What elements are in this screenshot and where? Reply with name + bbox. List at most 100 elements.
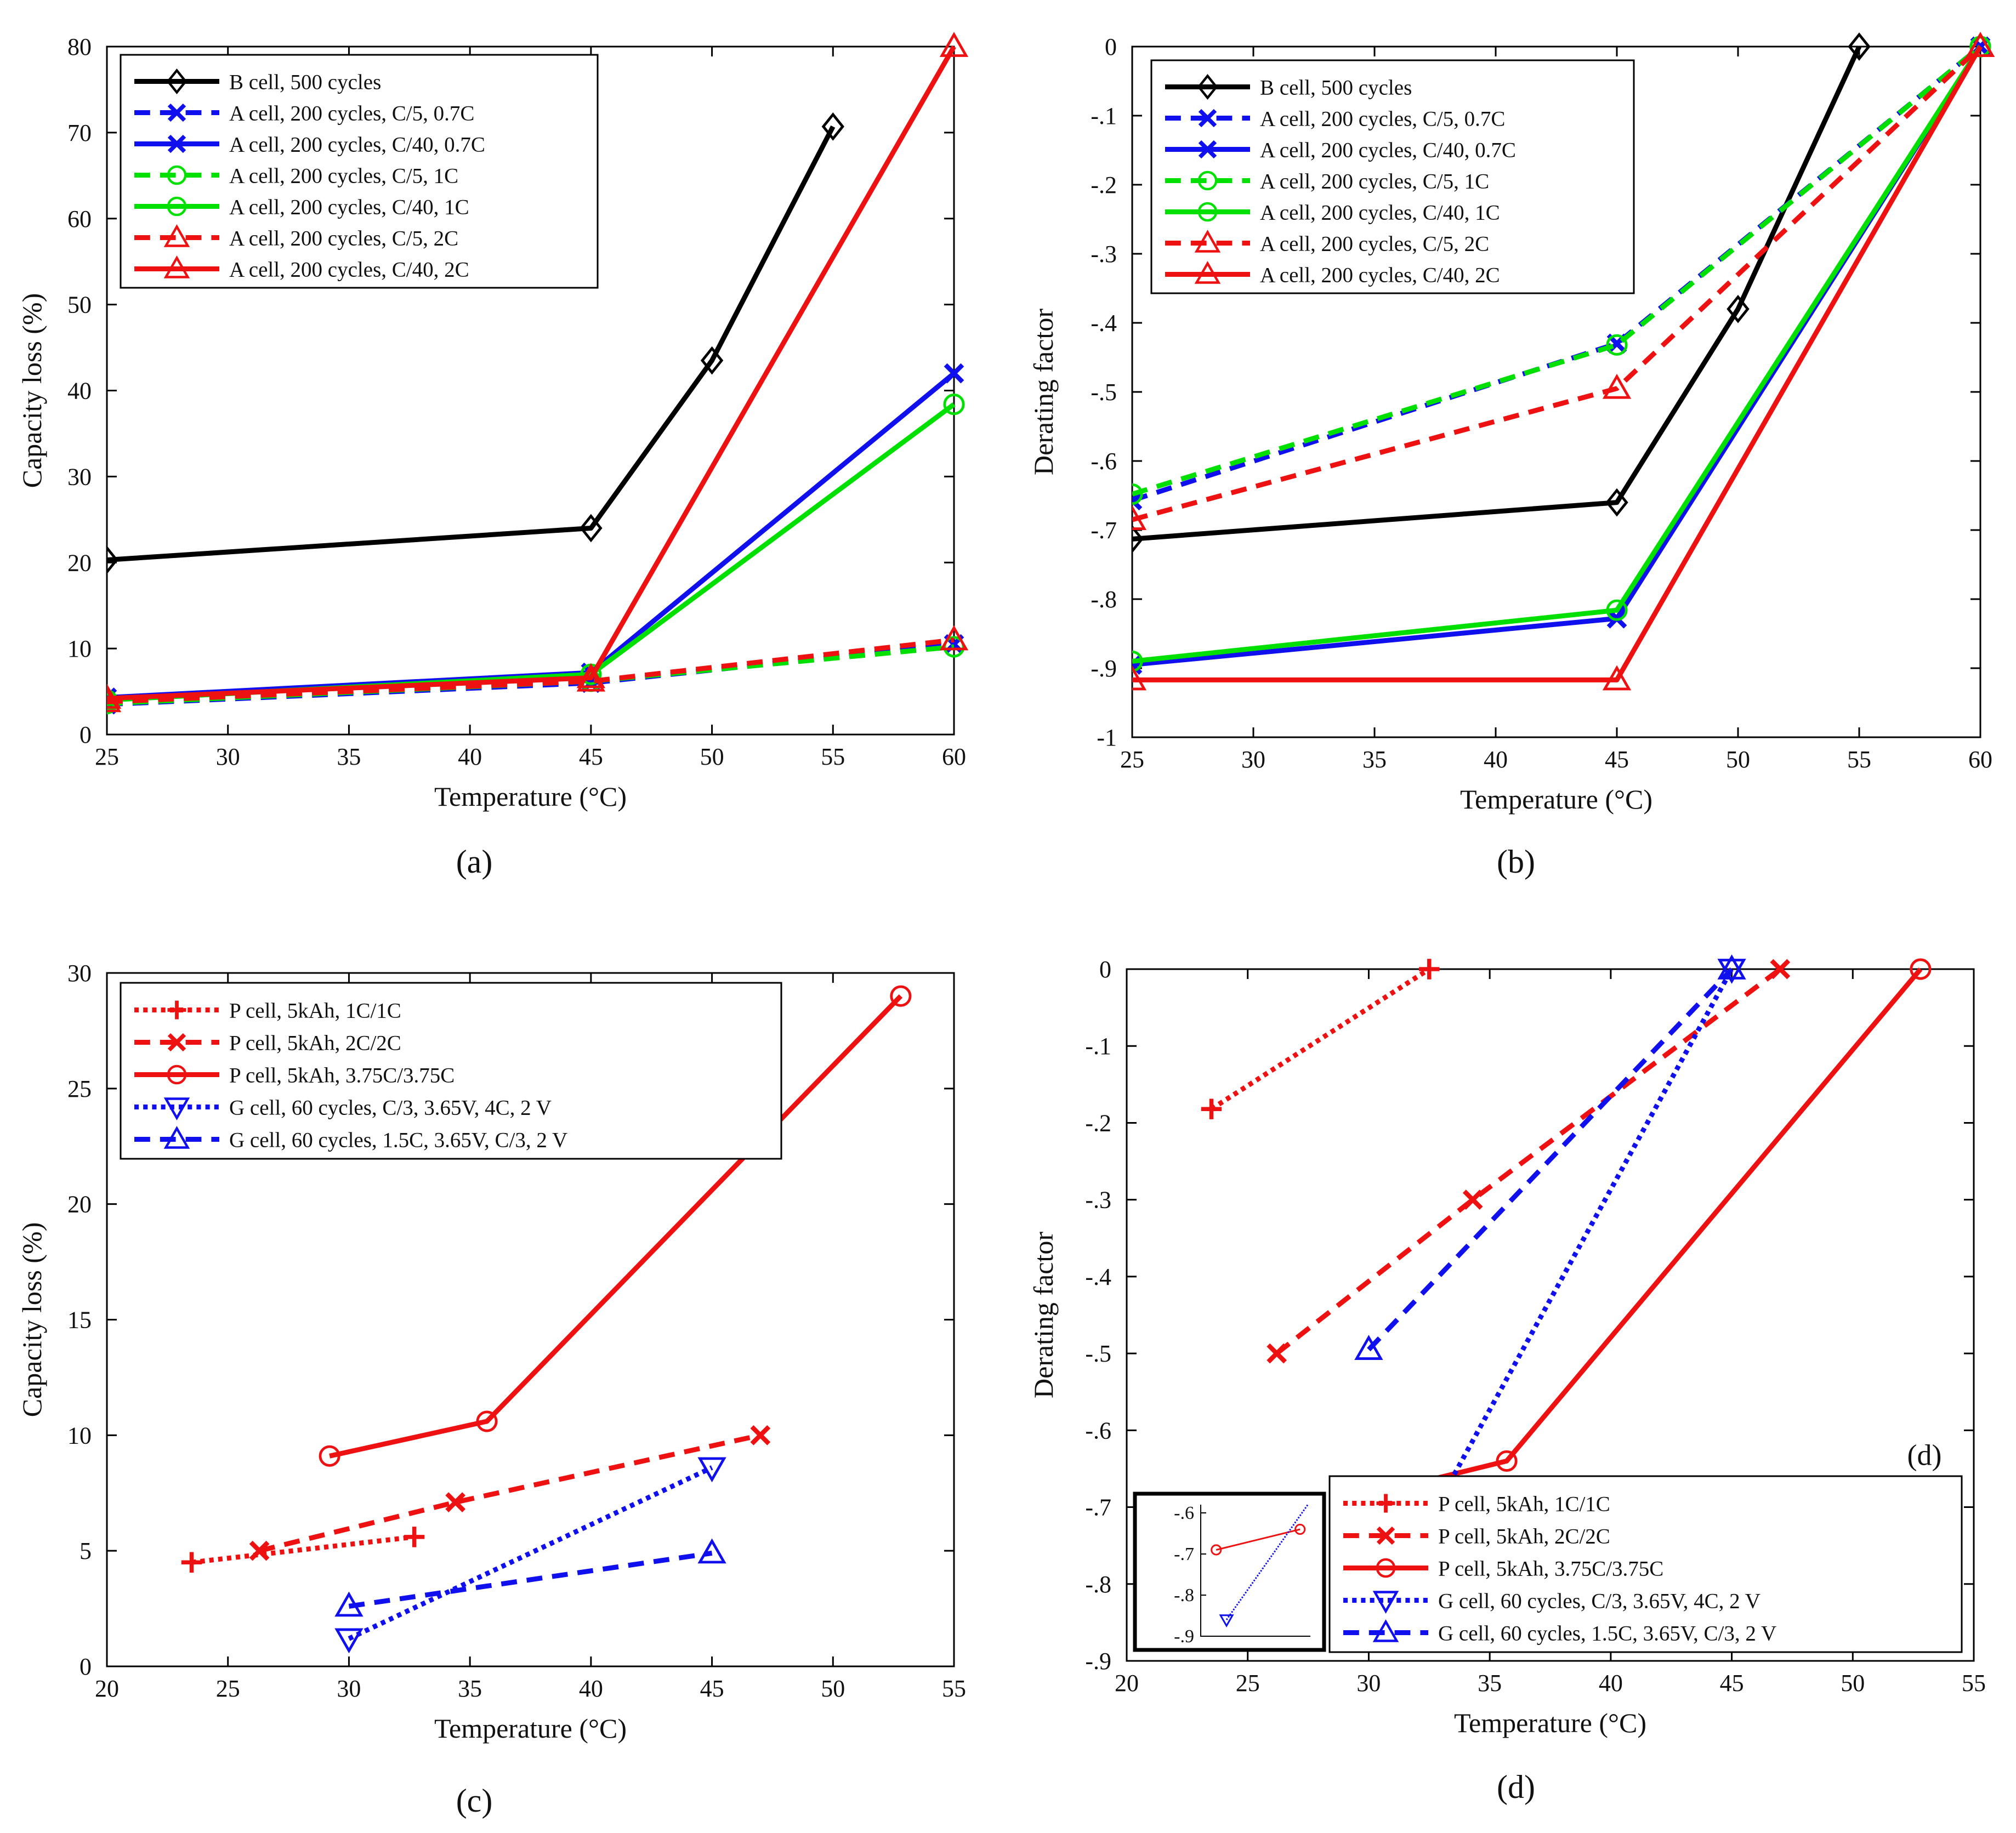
- plot-area: [1126, 968, 1975, 1662]
- series-group: [107, 32, 969, 715]
- data-point-marker: [1496, 1450, 1518, 1472]
- data-point-marker: [1910, 958, 1932, 980]
- x-tick-label: 50: [821, 1675, 845, 1702]
- legend-label: P cell, 5kAh, 1C/1C: [229, 999, 401, 1023]
- legend-marker: [1372, 1619, 1399, 1642]
- legend-label: B cell, 500 cycles: [229, 71, 381, 94]
- legend-marker: [1198, 109, 1217, 128]
- legend-label: A cell, 200 cycles, C/5, 0.7C: [229, 102, 474, 126]
- data-point-marker: [1717, 954, 1746, 980]
- legend-marker: [167, 1064, 187, 1085]
- x-tick-label: 25: [95, 743, 119, 770]
- y-tick-label: -.6: [1085, 1417, 1111, 1444]
- legend-marker: [167, 1000, 186, 1020]
- data-point-marker: [319, 1445, 340, 1467]
- inset-y-tick-label: -.9: [1174, 1626, 1194, 1647]
- y-tick-label: 20: [67, 1191, 92, 1218]
- legend-marker: [163, 255, 190, 278]
- data-point-marker: [1354, 1335, 1383, 1360]
- inset-frame: [1133, 1492, 1326, 1652]
- legend-label: G cell, 60 cycles, 1.5C, 3.65V, C/3, 2 V: [229, 1129, 567, 1152]
- series-line-3: [107, 371, 956, 701]
- y-tick-label: 15: [67, 1307, 92, 1334]
- legend-label: P cell, 5kAh, 3.75C/3.75C: [1438, 1557, 1663, 1581]
- x-tick-label: 50: [1841, 1670, 1865, 1697]
- x-tick-label: 45: [1720, 1670, 1744, 1697]
- data-point-marker: [750, 1425, 771, 1445]
- x-tick-label: 60: [1968, 746, 1992, 773]
- legend-label: A cell, 200 cycles, C/5, 2C: [1260, 232, 1489, 256]
- data-point-marker: [107, 545, 118, 574]
- y-tick-label: 30: [67, 463, 92, 490]
- legend-marker: [1376, 1558, 1396, 1578]
- data-point-marker: [1132, 525, 1144, 554]
- x-axis-label: Temperature (°C): [1454, 1707, 1646, 1738]
- x-tick-label: 35: [337, 743, 361, 770]
- legend-label: P cell, 5kAh, 2C/2C: [1438, 1525, 1610, 1549]
- legend-label: P cell, 5kAh, 2C/2C: [229, 1032, 401, 1055]
- legend-label: A cell, 200 cycles, C/5, 1C: [229, 164, 458, 188]
- data-point-marker: [939, 32, 969, 57]
- y-axis-label: Capacity loss (%): [16, 293, 47, 488]
- legend-marker: [167, 165, 187, 185]
- panel-caption: (d): [1497, 1769, 1535, 1805]
- chart-panel-b: 25 30 35 40 45 50 55 60 -1 -.9 -.8 -.7 -.6 -.5 -.4 -.3 -…: [1028, 32, 1995, 880]
- legend: P cell, 5kAh, 1C/1C P cell, 5kAh, 2C/2C P …: [1328, 1475, 1963, 1653]
- series-line-5: [1367, 967, 1734, 1352]
- legend-marker: [1376, 1526, 1395, 1545]
- legend-box: [120, 982, 782, 1160]
- x-tick-label: 30: [1356, 1670, 1381, 1697]
- legend-marker: [1197, 73, 1218, 100]
- x-tick-label: 55: [942, 1675, 966, 1702]
- y-tick-label: 25: [67, 1075, 92, 1102]
- data-point-marker: [1605, 488, 1628, 517]
- legend-box: [1150, 59, 1635, 294]
- y-tick-label: 40: [67, 378, 92, 405]
- x-tick-label: 60: [942, 743, 966, 770]
- series-line-6: [1132, 44, 1983, 522]
- x-tick-label: 55: [1962, 1670, 1986, 1697]
- y-tick-label: 0: [1099, 956, 1111, 983]
- data-point-marker: [1966, 32, 1995, 57]
- inset-y-tick-label: -.6: [1174, 1503, 1194, 1523]
- data-point-marker: [943, 394, 965, 415]
- inset-marker: [1294, 1523, 1306, 1535]
- data-point-marker: [1132, 650, 1143, 672]
- series-line-5: [348, 1550, 713, 1609]
- y-tick-label: 50: [67, 292, 92, 318]
- panel-caption: (c): [456, 1783, 493, 1819]
- series-line-1: [191, 1534, 415, 1565]
- inset-chart: -.9 -.8 -.7 -.6: [1133, 1492, 1326, 1652]
- data-point-marker: [334, 1591, 364, 1617]
- inset-marker: [1219, 1614, 1234, 1628]
- y-tick-label: 0: [1105, 33, 1117, 60]
- legend-marker: [167, 103, 186, 122]
- x-tick-label: 25: [1236, 1670, 1260, 1697]
- legend-marker: [167, 1033, 186, 1052]
- x-tick-label: 35: [1362, 746, 1387, 773]
- series-line-2: [1132, 44, 1982, 503]
- legend-box: [1328, 1475, 1963, 1653]
- y-tick-label: 80: [67, 33, 92, 60]
- y-tick-label: 30: [67, 960, 92, 987]
- data-point-marker: [334, 1628, 364, 1654]
- y-tick-label: 5: [79, 1538, 92, 1564]
- y-axis-label: Capacity loss (%): [16, 1222, 47, 1417]
- data-point-marker: [1770, 959, 1791, 980]
- legend-marker: [1376, 1494, 1395, 1513]
- x-tick-label: 25: [216, 1675, 240, 1702]
- inset-marker: [1211, 1544, 1222, 1556]
- data-point-marker: [476, 1410, 498, 1432]
- data-point-marker: [249, 1540, 270, 1561]
- x-tick-label: 55: [821, 743, 845, 770]
- x-tick-label: 45: [700, 1675, 724, 1702]
- legend-label: A cell, 200 cycles, C/40, 0.7C: [229, 133, 485, 157]
- x-tick-label: 40: [458, 743, 482, 770]
- data-point-marker: [1602, 373, 1632, 399]
- legend-marker: [163, 1126, 190, 1149]
- legend-label: A cell, 200 cycles, C/5, 1C: [1260, 170, 1489, 193]
- legend-marker: [166, 68, 188, 95]
- data-point-marker: [576, 663, 606, 688]
- data-point-marker: [697, 1457, 726, 1483]
